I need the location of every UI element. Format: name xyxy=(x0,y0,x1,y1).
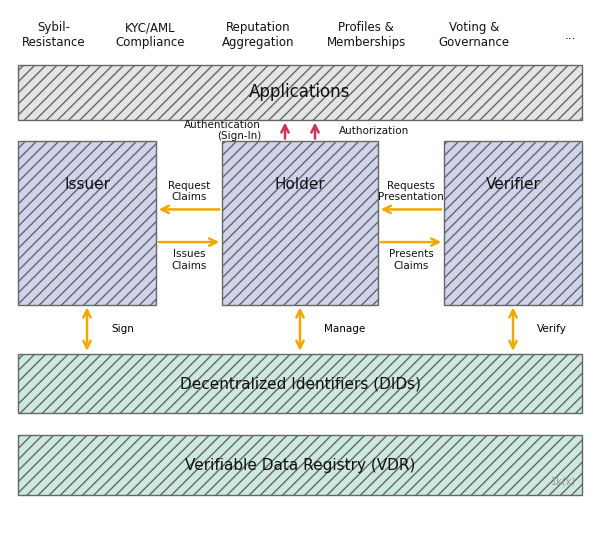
Text: Decentralized Identifiers (DIDs): Decentralized Identifiers (DIDs) xyxy=(179,376,421,391)
Text: Voting &
Governance: Voting & Governance xyxy=(439,21,509,50)
FancyBboxPatch shape xyxy=(18,435,582,495)
Text: ...: ... xyxy=(565,29,575,42)
Text: Verify: Verify xyxy=(537,324,567,334)
Text: Authorization: Authorization xyxy=(339,126,409,135)
Text: 1k(x): 1k(x) xyxy=(551,477,576,486)
Text: Presents
Claims: Presents Claims xyxy=(389,249,433,271)
FancyBboxPatch shape xyxy=(18,141,156,305)
Text: Sybil-
Resistance: Sybil- Resistance xyxy=(22,21,86,50)
Text: Holder: Holder xyxy=(275,177,325,193)
Text: Issuer: Issuer xyxy=(64,177,110,193)
Text: Profiles &
Memberships: Profiles & Memberships xyxy=(326,21,406,50)
Text: Verifier: Verifier xyxy=(485,177,541,193)
Text: Sign: Sign xyxy=(111,324,134,334)
Text: Request
Claims: Request Claims xyxy=(168,181,210,202)
Text: Verifiable Data Registry (VDR): Verifiable Data Registry (VDR) xyxy=(185,458,415,473)
FancyBboxPatch shape xyxy=(444,141,582,305)
Text: Requests
Presentation: Requests Presentation xyxy=(378,181,444,202)
Text: KYC/AML
Compliance: KYC/AML Compliance xyxy=(115,21,185,50)
Text: Manage: Manage xyxy=(324,324,365,334)
FancyBboxPatch shape xyxy=(18,354,582,413)
Text: Reputation
Aggregation: Reputation Aggregation xyxy=(222,21,294,50)
Text: Authentication
(Sign-In): Authentication (Sign-In) xyxy=(184,120,261,141)
FancyBboxPatch shape xyxy=(18,65,582,120)
FancyBboxPatch shape xyxy=(222,141,378,305)
Text: Applications: Applications xyxy=(250,83,350,102)
Text: Issues
Claims: Issues Claims xyxy=(172,249,206,271)
